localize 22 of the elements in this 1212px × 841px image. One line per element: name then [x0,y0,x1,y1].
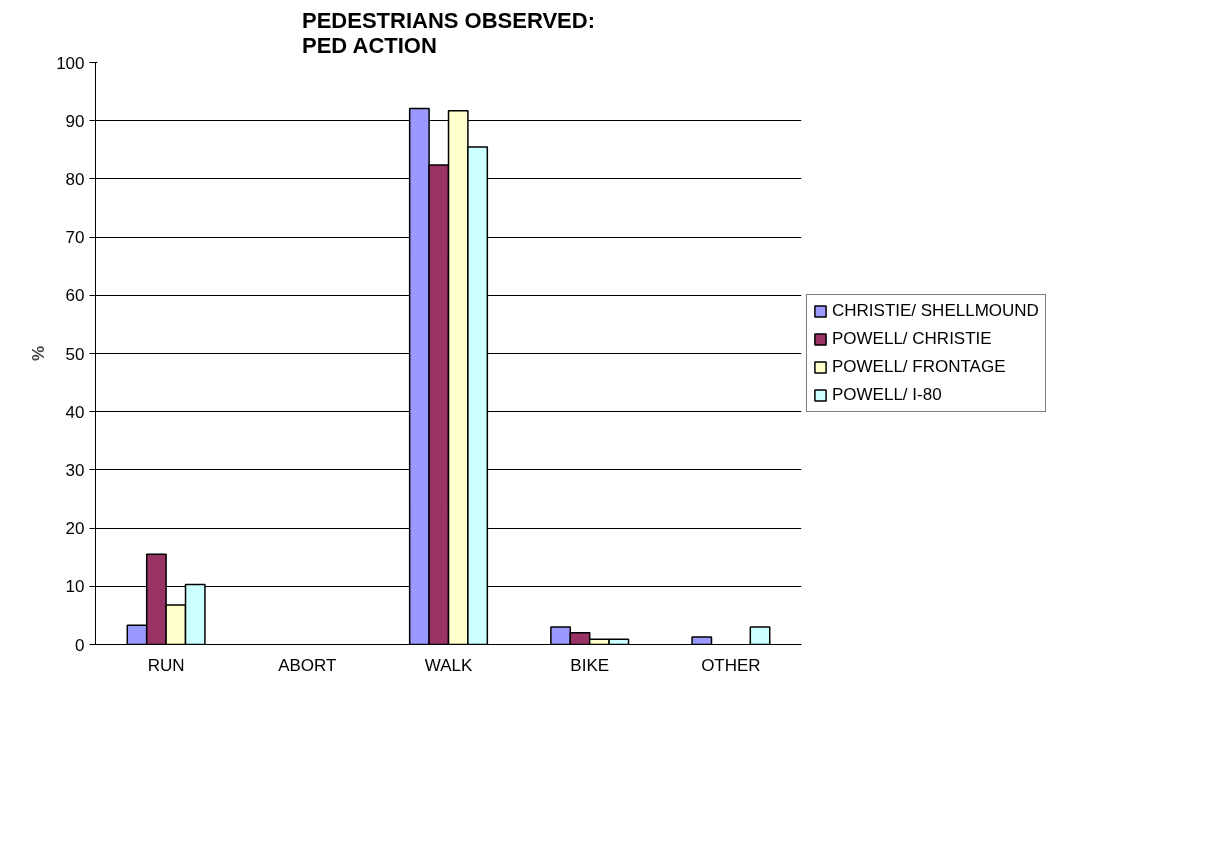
y-tick-label: 90 [65,111,85,131]
y-tick-label: 100 [56,53,85,73]
y-tick-label: 0 [75,635,85,655]
legend-label: POWELL/ FRONTAGE [832,357,1006,377]
y-tick-label: 20 [65,519,85,539]
x-tick-label: ABORT [278,655,337,675]
x-tick-label: OTHER [701,655,761,675]
legend-label: POWELL/ CHRISTIE [832,329,992,349]
chart-title: PEDESTRIANS OBSERVED: PED ACTION [302,7,595,58]
y-tick-label: 30 [65,460,85,480]
x-tick-label: WALK [424,655,473,675]
legend-label: POWELL/ I-80 [832,385,942,405]
y-tick-label: 10 [65,577,85,597]
y-tick-label: 50 [65,344,85,364]
y-axis-title: % [29,345,49,362]
x-tick-label: BIKE [570,655,610,675]
y-tick-label: 80 [65,169,85,189]
y-tick-label: 60 [65,286,85,306]
x-tick-label: RUN [147,655,185,675]
legend-label: CHRISTIE/ SHELLMOUND [832,301,1039,321]
y-tick-label: 70 [65,228,85,248]
y-tick-label: 40 [65,402,85,422]
